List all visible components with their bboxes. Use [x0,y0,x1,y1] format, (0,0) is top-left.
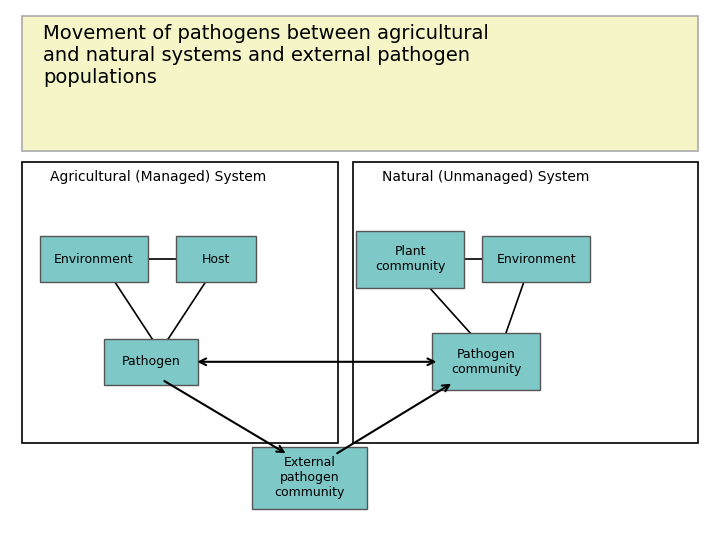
Text: Agricultural (Managed) System: Agricultural (Managed) System [50,170,266,184]
Text: Movement of pathogens between agricultural
and natural systems and external path: Movement of pathogens between agricultur… [43,24,489,87]
FancyBboxPatch shape [22,162,338,443]
Text: Host: Host [202,253,230,266]
FancyBboxPatch shape [432,333,540,390]
FancyBboxPatch shape [104,339,198,384]
Text: Environment: Environment [497,253,576,266]
Text: Natural (Unmanaged) System: Natural (Unmanaged) System [382,170,589,184]
FancyBboxPatch shape [353,162,698,443]
Text: Environment: Environment [54,253,133,266]
FancyBboxPatch shape [356,231,464,287]
FancyBboxPatch shape [40,237,148,282]
Text: Pathogen
community: Pathogen community [451,348,521,376]
Text: Pathogen: Pathogen [122,355,181,368]
Text: External
pathogen
community: External pathogen community [274,456,345,500]
Text: Plant
community: Plant community [375,245,446,273]
FancyBboxPatch shape [482,237,590,282]
FancyBboxPatch shape [176,237,256,282]
FancyBboxPatch shape [22,16,698,151]
FancyBboxPatch shape [252,447,367,509]
